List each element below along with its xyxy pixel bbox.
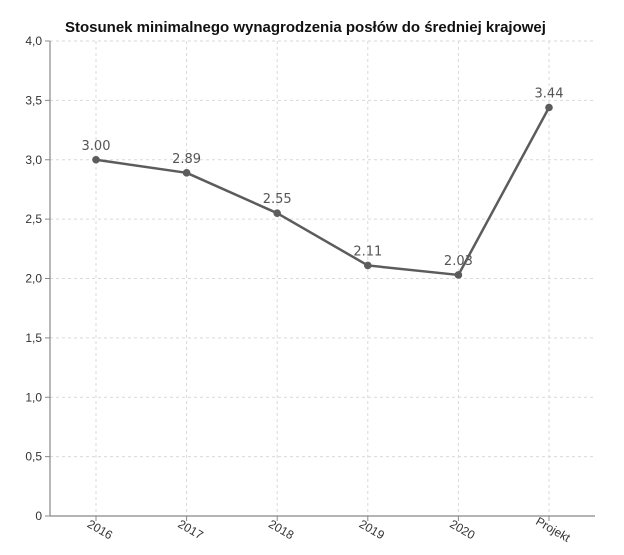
y-tick-label: 4,0 [25,34,42,48]
series-line [95,106,551,277]
y-tick-label: 0 [35,509,42,523]
y-tick-label: 1,0 [25,390,42,404]
x-tick-label: 2016 [85,517,115,543]
data-point [545,103,553,112]
data-labels: 3.00 2.89 2.55 2.11 2.03 3.44 [82,87,564,269]
axes: 0 0,5 1,0 1,5 2,0 2,5 3,0 3,5 4,0 2016 2017 2018 201… [25,34,595,545]
y-tick-label: 0,5 [25,450,42,464]
y-tick-label: 3,0 [25,153,42,167]
data-point [364,261,372,270]
x-tick-label: 2018 [266,517,296,543]
y-tick-label: 3,5 [25,93,42,107]
grid [50,40,595,516]
data-point [454,271,463,279]
data-point [182,169,191,177]
y-tick-label: 1,5 [25,331,42,345]
data-point [92,155,100,164]
data-label: 3.00 [82,139,111,154]
y-tick-label: 2,5 [25,212,42,226]
x-tick-label: Projekt [533,514,573,545]
data-label: 2.89 [172,152,201,167]
x-tick-label: 2019 [357,517,387,543]
x-tick-label: 2017 [176,517,206,543]
series [92,103,553,279]
data-label: 2.55 [263,192,292,207]
data-label: 2.11 [353,244,382,259]
y-tick-label: 2,0 [25,272,42,286]
x-tick-label: 2020 [447,517,477,543]
chart-title: Stosunek minimalnego wynagrodzenia posłó… [65,19,546,36]
data-point [273,209,282,217]
data-label: 3.44 [535,87,564,102]
data-label: 2.03 [444,254,473,269]
